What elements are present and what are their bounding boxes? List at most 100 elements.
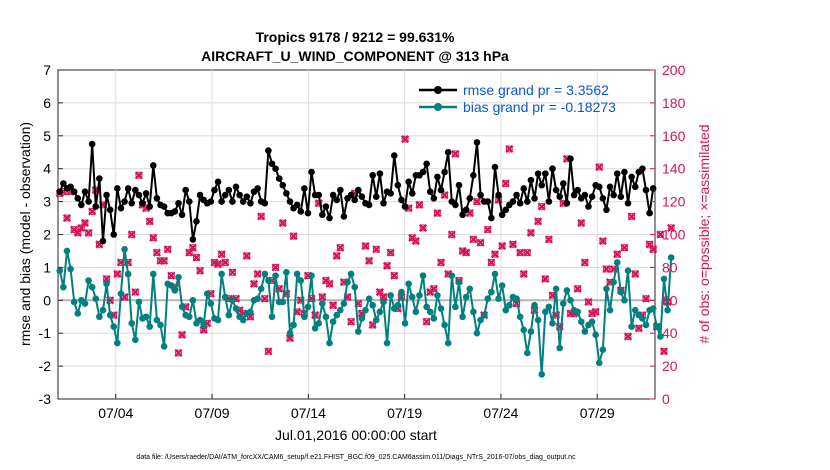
obs-assimilated-marker <box>541 274 550 283</box>
bias-point <box>268 313 276 321</box>
obs-assimilated-marker <box>213 260 223 269</box>
legend-rmse-marker <box>434 86 442 94</box>
left-tick-label: 2 <box>43 227 51 243</box>
obs-possible-marker <box>466 209 474 217</box>
rmse-point <box>369 171 376 179</box>
rmse-point <box>516 199 524 207</box>
rmse-point <box>502 206 510 214</box>
bias-point <box>146 323 154 330</box>
obs-possible-marker <box>85 229 93 237</box>
obs-assimilated-marker <box>641 294 651 303</box>
bias-point <box>369 301 376 309</box>
right-tick-label: 0 <box>662 391 670 407</box>
bias-point <box>329 318 337 325</box>
obs-assimilated-marker <box>174 348 183 358</box>
obs-assimilated-marker <box>264 347 273 356</box>
obs-assimilated-marker <box>332 251 341 260</box>
legend: rmse grand pr = 3.3562 bias grand pr = -… <box>419 82 616 115</box>
obs-assimilated-marker <box>257 212 266 221</box>
bias-point <box>405 280 412 288</box>
obs-possible-marker <box>387 249 395 257</box>
obs-possible-marker <box>228 268 236 276</box>
obs-possible-marker <box>502 180 510 188</box>
bias-point <box>667 254 675 261</box>
bias-point <box>157 321 164 329</box>
left-tick-label: 0 <box>43 292 51 308</box>
bias-point <box>218 270 225 278</box>
bias-point <box>286 329 294 337</box>
rmse-point <box>92 203 100 210</box>
bias-point <box>387 292 394 299</box>
bias-point <box>603 285 610 293</box>
footer-data-file: data file: /Users/raeder/DAI/ATM_forcXX/… <box>136 454 576 461</box>
rmse-point <box>624 199 632 207</box>
obs-possible-marker <box>218 250 226 258</box>
bias-point <box>567 297 574 304</box>
bias-point <box>642 321 650 329</box>
obs-possible-marker <box>369 321 377 329</box>
obs-assimilated-marker <box>659 347 669 356</box>
obs-assimilated-marker <box>516 248 525 257</box>
bias-point <box>85 277 92 284</box>
x-tick-label: 07/19 <box>387 405 422 421</box>
left-tick-label: 5 <box>43 128 51 144</box>
bias-point <box>308 272 315 279</box>
bias-point <box>398 288 405 296</box>
obs-assimilated-marker <box>188 243 197 252</box>
bias-point <box>283 269 290 276</box>
rmse-point <box>272 165 279 172</box>
bias-point <box>592 331 599 339</box>
obs-possible-marker <box>660 347 668 355</box>
obs-possible-marker <box>178 331 186 339</box>
obs-possible-marker <box>361 242 369 250</box>
obs-possible-marker <box>279 219 287 227</box>
rmse-point <box>218 198 225 205</box>
rmse-point <box>275 175 283 182</box>
obs-assimilated-marker <box>472 197 482 206</box>
bias-point <box>74 310 82 317</box>
obs-assimilated-marker <box>260 294 269 303</box>
bias-point <box>351 283 359 291</box>
obs-possible-marker <box>88 207 96 215</box>
rmse-point <box>160 203 168 210</box>
obs-possible-marker <box>646 240 654 248</box>
obs-possible-marker <box>401 135 409 143</box>
bias-point <box>96 313 103 321</box>
obs-possible-marker <box>581 258 589 266</box>
bias-point <box>513 295 520 302</box>
obs-possible-marker <box>326 280 334 288</box>
rmse-point <box>103 191 110 199</box>
obs-assimilated-marker <box>534 217 543 226</box>
bias-point <box>225 311 233 319</box>
rmse-point <box>124 185 132 192</box>
obs-possible-marker <box>376 288 384 296</box>
rmse-point <box>351 196 359 204</box>
bias-point <box>441 321 448 329</box>
rmse-point <box>283 190 290 197</box>
obs-possible-marker <box>613 250 621 258</box>
bias-point <box>290 321 297 329</box>
obs-assimilated-marker <box>336 243 345 252</box>
rmse-point <box>581 191 589 199</box>
obs-possible-marker <box>261 295 269 303</box>
rmse-point <box>354 186 362 194</box>
bias-point <box>484 295 492 302</box>
obs-possible-marker <box>595 163 603 171</box>
bias-point <box>70 298 78 306</box>
obs-assimilated-marker <box>160 256 169 265</box>
obs-possible-marker <box>275 285 283 293</box>
y-axis-label: rmse and bias (model - observation) <box>17 122 33 346</box>
rmse-point <box>236 191 243 199</box>
bias-point <box>380 298 387 306</box>
rmse-point <box>459 211 466 219</box>
bias-point <box>581 328 589 335</box>
rmse-point <box>491 163 499 171</box>
obs-possible-marker <box>635 324 643 332</box>
obs-possible-marker <box>419 224 427 232</box>
obs-assimilated-marker <box>634 324 643 333</box>
obs-assimilated-marker <box>152 248 161 257</box>
rmse-point <box>333 196 341 204</box>
bias-point <box>660 275 668 283</box>
bias-point <box>128 320 136 327</box>
bias-point <box>340 300 348 307</box>
